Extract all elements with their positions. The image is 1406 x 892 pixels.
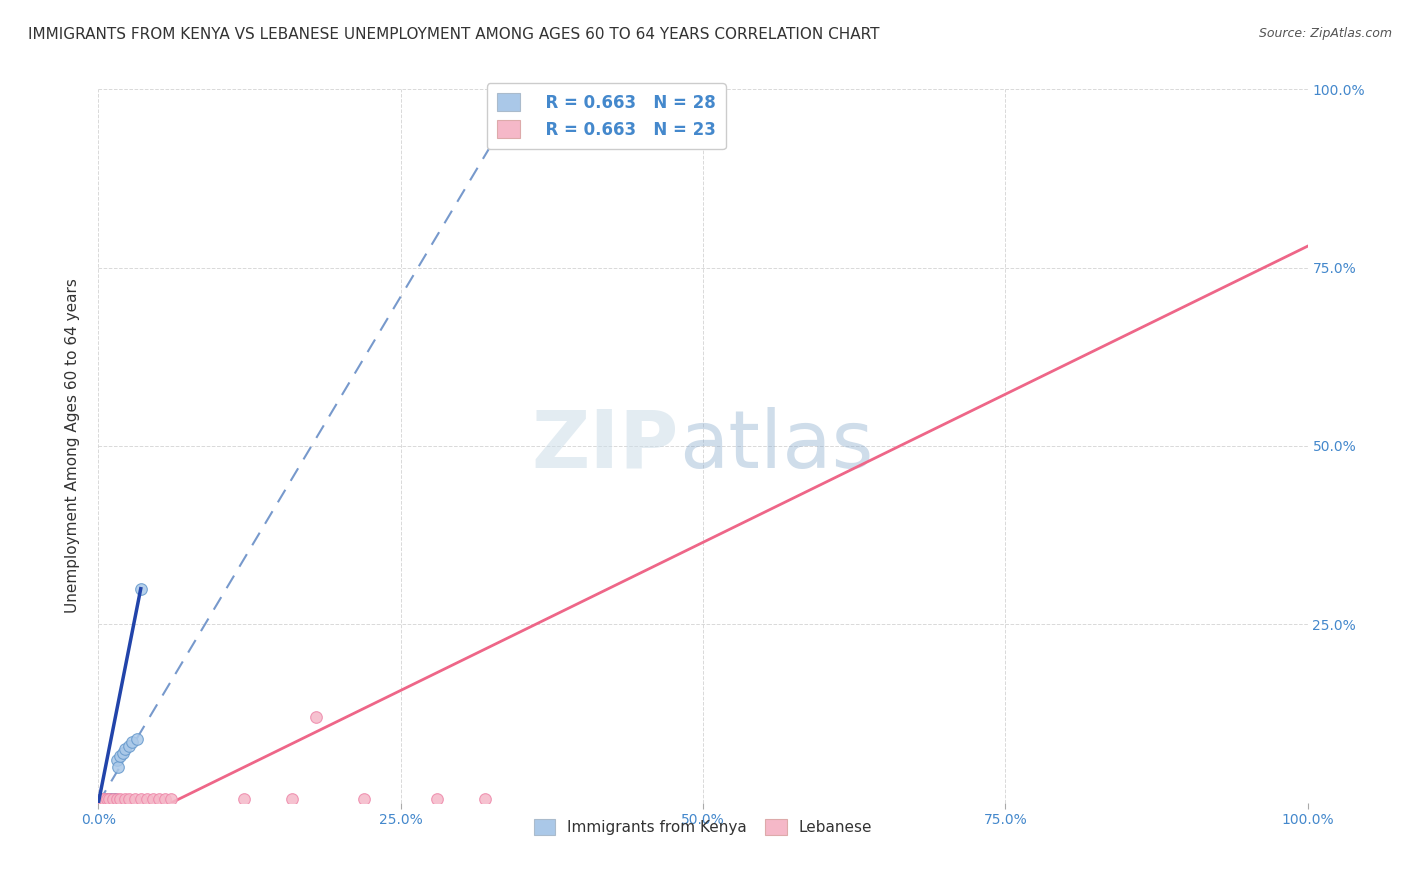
Point: [97, 792, 120, 806]
Point: [105, 753, 128, 767]
Point: [111, 746, 134, 760]
Point: [93, 792, 115, 806]
Point: [127, 731, 149, 746]
Point: [91, 792, 114, 806]
Point: [96, 792, 118, 806]
Legend: Immigrants from Kenya, Lebanese: Immigrants from Kenya, Lebanese: [527, 813, 879, 841]
Point: [103, 792, 125, 806]
Point: [96, 792, 118, 806]
Point: [148, 792, 170, 806]
Point: [114, 742, 136, 756]
Point: [153, 792, 176, 806]
Point: [108, 749, 131, 764]
Point: [232, 792, 254, 806]
Point: [305, 710, 328, 724]
Point: [100, 792, 122, 806]
Point: [281, 792, 304, 806]
Point: [353, 792, 375, 806]
Point: [142, 792, 165, 806]
Point: [118, 739, 141, 753]
Y-axis label: Unemployment Among Ages 60 to 64 years: Unemployment Among Ages 60 to 64 years: [65, 278, 80, 614]
Point: [98, 792, 121, 806]
Point: [107, 760, 129, 774]
Point: [98, 792, 121, 806]
Point: [426, 792, 449, 806]
Point: [97, 792, 120, 806]
Point: [100, 792, 122, 806]
Text: atlas: atlas: [679, 407, 873, 485]
Point: [129, 792, 152, 806]
Point: [90, 792, 112, 806]
Text: Source: ZipAtlas.com: Source: ZipAtlas.com: [1258, 27, 1392, 40]
Point: [93, 792, 115, 806]
Point: [105, 792, 128, 806]
Point: [118, 792, 141, 806]
Point: [114, 792, 136, 806]
Point: [135, 792, 157, 806]
Point: [94, 792, 117, 806]
Point: [121, 735, 143, 749]
Point: [160, 792, 183, 806]
Point: [91, 792, 114, 806]
Point: [474, 792, 496, 806]
Point: [104, 792, 127, 806]
Text: IMMIGRANTS FROM KENYA VS LEBANESE UNEMPLOYMENT AMONG AGES 60 TO 64 YEARS CORRELA: IMMIGRANTS FROM KENYA VS LEBANESE UNEMPL…: [28, 27, 880, 42]
Point: [101, 792, 124, 806]
Point: [108, 792, 131, 806]
Text: ZIP: ZIP: [531, 407, 679, 485]
Point: [93, 792, 115, 806]
Point: [91, 792, 114, 806]
Point: [129, 582, 152, 596]
Point: [96, 792, 118, 806]
Point: [668, 82, 690, 96]
Point: [91, 792, 114, 806]
Point: [124, 792, 146, 806]
Point: [94, 792, 117, 806]
Point: [91, 792, 114, 806]
Point: [101, 792, 124, 806]
